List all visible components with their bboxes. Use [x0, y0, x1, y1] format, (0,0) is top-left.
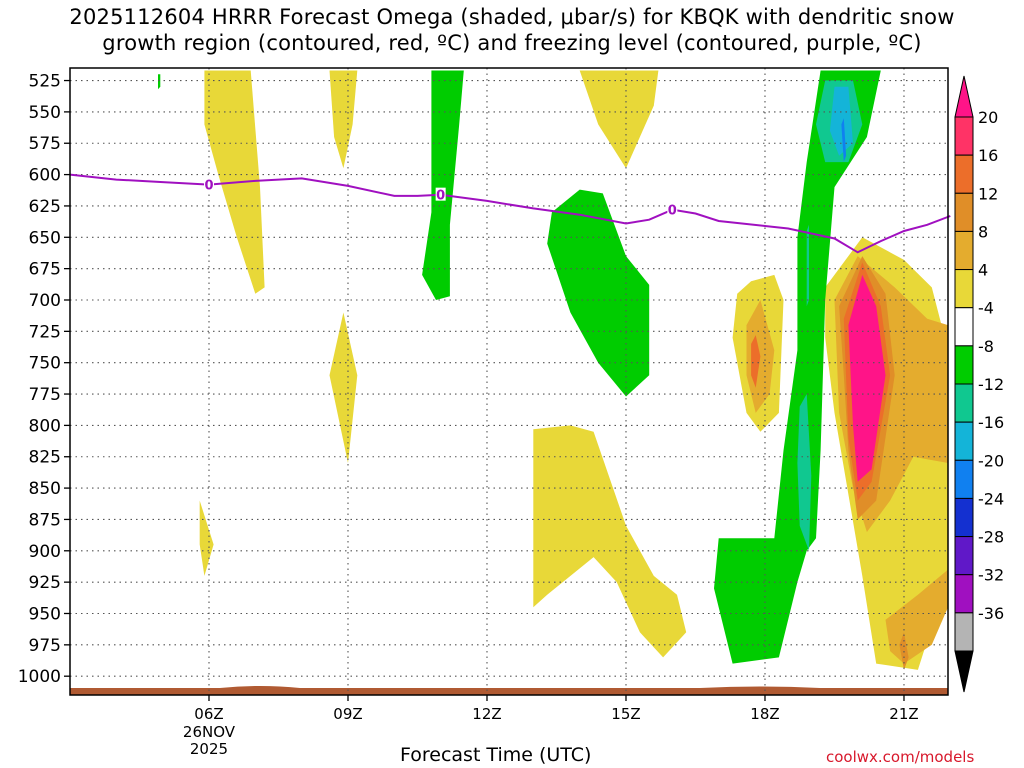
x-tick-label-21Z: 21Z [889, 705, 918, 723]
colorbar-label-6: -8 [978, 337, 994, 356]
terrain-fill [70, 688, 948, 695]
colorbar-bottom-arrow [954, 650, 974, 693]
colorbar-band-5 [954, 307, 974, 347]
colorbar-label-13: -36 [978, 604, 1004, 623]
colorbar-label-11: -28 [978, 528, 1004, 547]
chart-title-line-1: 2025112604 HRRR Forecast Omega (shaded, … [69, 5, 955, 29]
omega-region-3 [199, 500, 214, 576]
omega-region-17 [422, 70, 464, 300]
axes: 525 550 575 600 625 650 675 700 725 750 775 800 825 8… [18, 67, 949, 758]
y-tick-label-725: 725 [29, 322, 61, 342]
omega-region-4 [579, 70, 659, 169]
colorbar-label-9: -20 [978, 451, 1004, 470]
freezing-label-1: 0 [436, 189, 445, 204]
omega-shading [158, 70, 948, 670]
x-date-label-0: 26NOV [183, 723, 236, 741]
y-tick-label-1000: 1000 [18, 667, 61, 687]
omega-region-18 [547, 189, 650, 397]
omega-region-22 [806, 224, 809, 307]
freezing-label-bg-0 [203, 177, 214, 191]
colorbar-band-13 [954, 612, 974, 652]
colorbar: 20 16 12 8 4 -4 -8 -12 -16 -20 -24 -28 -32 -36 [954, 75, 1004, 693]
y-tick-label-775: 775 [29, 385, 61, 405]
terrain-bumps [220, 686, 820, 688]
y-tick-label-600: 600 [29, 166, 61, 186]
omega-region-8 [746, 300, 775, 413]
x-tick-label-09Z: 09Z [333, 705, 362, 723]
y-tick-label-700: 700 [29, 291, 61, 311]
y-tick-label-575: 575 [29, 134, 61, 154]
colorbar-label-5: -4 [978, 299, 994, 318]
omega-region-2 [329, 312, 358, 463]
colorbar-band-0 [954, 116, 974, 156]
colorbar-band-8 [954, 421, 974, 461]
colorbar-label-3: 8 [978, 222, 988, 241]
omega-region-10 [885, 569, 948, 664]
y-tick-label-875: 875 [29, 510, 61, 530]
freezing-label-bg-2 [667, 202, 678, 216]
colorbar-top-arrow [954, 75, 974, 118]
plot-frame [69, 67, 949, 696]
colorbar-band-12 [954, 574, 974, 614]
x-tick-label-12Z: 12Z [472, 705, 501, 723]
y-tick-label-925: 925 [29, 573, 61, 593]
freezing-label-0: 0 [204, 179, 213, 194]
colorbar-label-1: 16 [978, 146, 998, 165]
colorbar-band-7 [954, 383, 974, 423]
colorbar-label-2: 12 [978, 184, 998, 203]
omega-region-24 [841, 118, 847, 163]
terrain-strip [70, 686, 948, 695]
y-tick-label-550: 550 [29, 103, 61, 123]
y-tick-label-825: 825 [29, 448, 61, 468]
y-tick-label-675: 675 [29, 260, 61, 280]
colorbar-band-3 [954, 230, 974, 271]
omega-region-15 [848, 274, 886, 482]
y-tick-label-950: 950 [29, 604, 61, 624]
chart-title: 2025112604 HRRR Forecast Omega (shaded, … [0, 4, 1024, 56]
x-tick-label-15Z: 15Z [611, 705, 640, 723]
y-tick-label-850: 850 [29, 479, 61, 499]
freezing-label-bg-1 [435, 187, 446, 201]
colorbar-band-1 [954, 154, 974, 194]
colorbar-band-10 [954, 497, 974, 538]
y-tick-label-650: 650 [29, 228, 61, 248]
colorbar-band-11 [954, 536, 974, 576]
colorbar-band-4 [954, 269, 974, 309]
colorbar-band-2 [954, 192, 974, 232]
x-date-label-1: 2025 [190, 740, 228, 758]
y-tick-label-750: 750 [29, 354, 61, 374]
credit-link[interactable]: coolwx.com/models [826, 748, 975, 766]
colorbar-band-9 [954, 459, 974, 499]
colorbar-label-10: -24 [978, 489, 1004, 508]
y-tick-label-800: 800 [29, 416, 61, 436]
colorbar-label-7: -12 [978, 375, 1004, 394]
y-tick-label-900: 900 [29, 542, 61, 562]
x-tick-label-18Z: 18Z [750, 705, 779, 723]
omega-region-23 [829, 86, 853, 156]
colorbar-label-8: -16 [978, 413, 1004, 432]
freezing-level-contour: 0 0 0 [69, 173, 951, 254]
chart-title-line-2: growth region (contoured, red, ºC) and f… [102, 31, 922, 55]
omega-region-14 [751, 335, 761, 388]
gridlines [70, 68, 948, 695]
omega-region-1 [329, 70, 358, 169]
y-tick-label-525: 525 [29, 72, 61, 92]
x-axis-label: Forecast Time (UTC) [400, 744, 592, 766]
colorbar-label-4: 4 [978, 261, 988, 280]
omega-region-21 [797, 394, 812, 551]
y-tick-label-975: 975 [29, 636, 61, 656]
omega-region-5 [533, 425, 687, 658]
freezing-level-line [69, 173, 951, 254]
y-tick-label-625: 625 [29, 197, 61, 217]
colorbar-label-12: -32 [978, 566, 1004, 585]
colorbar-band-6 [954, 345, 974, 385]
omega-region-16 [158, 74, 161, 90]
colorbar-label-0: 20 [978, 108, 998, 127]
x-tick-label-06Z: 06Z [194, 705, 223, 723]
freezing-label-2: 0 [668, 204, 677, 219]
omega-region-19 [714, 70, 881, 664]
